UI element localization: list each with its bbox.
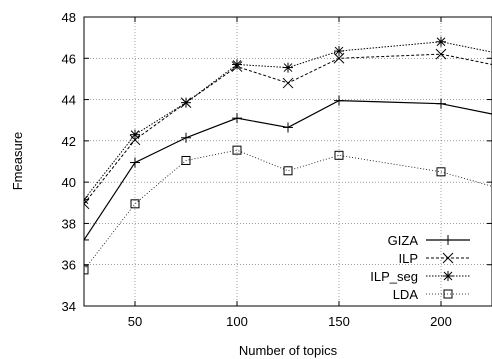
series-line-ilp	[84, 53, 492, 205]
legend-marker	[443, 271, 453, 281]
x-axis-label: Number of topics	[239, 343, 338, 358]
data-point-giza	[232, 113, 242, 124]
data-point-lda	[130, 199, 140, 209]
data-point-giza	[334, 95, 344, 106]
plot-frame	[83, 16, 492, 307]
data-point-lda	[334, 150, 344, 160]
x-tick-label: 200	[430, 314, 452, 329]
legend: GIZA ILP ILP_seg LDA	[370, 233, 470, 302]
legend-marker	[443, 289, 453, 299]
data-point-ilp	[282, 77, 294, 89]
legend-marker	[442, 252, 454, 264]
data-point-giza	[181, 132, 191, 143]
y-tick-label: 48	[62, 10, 76, 25]
data-point-ilp_seg	[334, 46, 344, 57]
data-point-ilp_seg	[130, 129, 140, 140]
data-point-ilp_seg	[232, 59, 242, 70]
data-point-giza	[283, 122, 293, 133]
data-point-giza	[130, 157, 140, 168]
legend-label: ILP_seg	[370, 269, 418, 284]
y-tick-label: 42	[62, 134, 76, 149]
legend-label: ILP	[398, 251, 418, 266]
data-point-giza	[84, 234, 89, 245]
data-point-lda	[84, 265, 89, 275]
x-tick-label: 100	[226, 314, 248, 329]
y-axis-label: Fmeasure	[10, 132, 25, 191]
y-tick-label: 38	[62, 216, 76, 231]
x-tick-label: 50	[128, 314, 142, 329]
y-tick-label: 46	[62, 51, 76, 66]
series-lines	[84, 36, 492, 275]
grid-lines	[84, 17, 492, 306]
series-line-lda	[84, 149, 492, 271]
data-point-ilp_seg	[436, 36, 446, 47]
data-point-lda	[232, 145, 242, 155]
series-line-ilp_seg	[84, 41, 492, 200]
legend-label: GIZA	[388, 233, 419, 248]
data-point-lda	[283, 166, 293, 176]
data-point-ilp	[129, 134, 141, 146]
y-tick-label: 36	[62, 258, 76, 273]
data-point-ilp	[435, 48, 447, 60]
data-point-ilp_seg	[84, 194, 89, 205]
legend-marker	[443, 235, 453, 245]
data-point-lda	[436, 167, 446, 177]
series-line-giza	[84, 99, 492, 241]
x-tick-label: 150	[328, 314, 350, 329]
legend-label: LDA	[393, 287, 419, 302]
y-tick-label: 40	[62, 175, 76, 190]
y-tick-label: 34	[62, 299, 76, 314]
data-point-giza	[436, 98, 446, 109]
data-point-ilp	[84, 198, 90, 210]
data-point-lda	[181, 155, 191, 165]
axis-ticks: 34 36 38 40 42 44 46 48 50 100 150 200	[62, 10, 492, 329]
y-tick-label: 44	[62, 93, 76, 108]
data-point-ilp_seg	[283, 62, 293, 73]
data-point-ilp_seg	[181, 97, 191, 108]
